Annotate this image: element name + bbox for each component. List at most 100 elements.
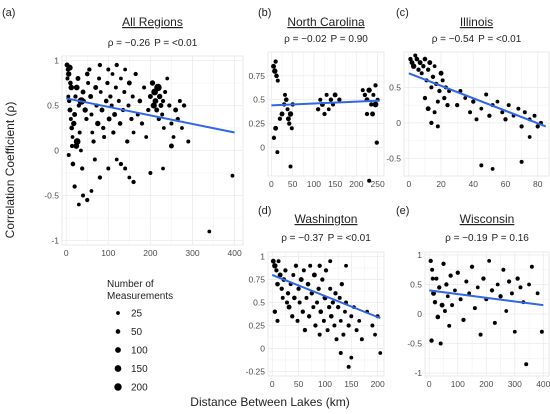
panel-label: (a) [2,7,15,19]
x-tick-label: 150 [328,179,342,189]
data-point [427,60,433,66]
data-point [86,81,91,85]
panel-1: (a) All Regions ρ = −0.26 P = <0.01 0 100 200 3… [2,7,244,258]
data-point [445,294,450,299]
legend-entries: 25 50 100 150 200 [114,309,148,394]
data-point [416,67,421,72]
data-point [448,273,453,278]
data-point [287,111,294,117]
data-point [73,94,78,99]
data-point [461,317,466,323]
y-tick-label: 1 [417,250,422,260]
data-point [374,140,379,145]
data-point [332,323,337,328]
p-value: P = 0.90 [331,34,369,45]
data-point [495,99,500,104]
data-point [458,297,463,302]
data-point [320,277,325,282]
data-point [503,117,508,122]
data-point [435,99,440,104]
data-point [479,106,484,111]
x-tick-label: 0 [269,179,274,189]
x-tick-label: 100 [318,379,332,389]
x-tick-label: 150 [344,379,358,389]
x-tick-label: 200 [143,248,157,258]
data-point [437,285,442,290]
panel-3: (c) Illinois ρ = −0.54 P = <0.01 0 20 40 60 80 -0… [386,7,550,189]
legend-title-line1: Number of [107,279,154,290]
data-point [337,97,342,102]
data-point [334,337,339,342]
data-point [370,323,375,328]
data-point [471,99,476,104]
data-point [102,135,107,139]
panel-label: (b) [258,7,271,19]
data-point [360,88,365,93]
x-tick-label: 60 [501,179,511,189]
data-point [105,80,110,86]
data-point [487,113,492,118]
data-point [131,130,136,135]
data-point [339,281,344,287]
trend-line [66,97,235,134]
data-point [123,166,128,171]
data-point [272,68,278,74]
data-point [468,110,473,115]
data-point [474,117,479,122]
legend-symbol [116,311,120,315]
data-point [369,102,374,107]
data-point [116,99,121,103]
data-point [97,62,103,68]
data-point [317,263,322,268]
data-point [504,309,509,313]
rho-value: ρ = −0.54 [432,34,475,45]
data-point [324,92,329,97]
data-point [509,291,514,296]
data-point [328,259,333,264]
x-tick-label: 0 [270,379,275,389]
legend-symbol [114,365,122,372]
data-point [144,135,149,139]
data-point [445,102,450,108]
data-point [161,166,165,171]
figure-xlabel: Distance Between Lakes (km) [190,395,349,409]
panel-2: (b) North Carolina ρ = −0.02 P = 0.90 0 50 100… [248,7,385,189]
data-point [315,300,320,305]
data-point [293,263,299,268]
y-tick-label: 0 [260,343,265,353]
data-point [73,84,80,91]
y-tick-label: 0.5 [410,279,422,289]
data-point [113,85,118,90]
x-tick-label: 40 [469,179,479,189]
y-tick-label: 0.5 [389,82,401,92]
data-point [98,90,103,94]
data-point [85,197,90,203]
data-point [518,285,523,290]
data-point [167,103,172,108]
data-point [313,323,318,328]
data-point [69,125,74,131]
data-point [522,110,527,115]
rho-value: ρ = −0.37 [281,233,324,244]
data-point [371,92,376,97]
data-point [271,63,276,69]
data-point [114,157,119,162]
data-point [323,268,329,273]
y-tick-label: 0 [417,309,422,319]
data-point [378,351,383,355]
data-points [271,59,380,183]
x-tick-label: 400 [536,379,550,389]
panel-title: All Regions [122,15,183,29]
data-point [428,258,433,264]
data-points [270,258,383,369]
data-point [524,362,529,367]
data-point [181,103,187,108]
data-point [296,286,301,291]
data-point [126,80,132,86]
data-point [131,179,136,185]
data-point [318,97,323,102]
data-point [81,193,86,198]
data-point [285,291,291,296]
data-point [414,56,420,62]
x-tick-label: 100 [451,379,465,389]
